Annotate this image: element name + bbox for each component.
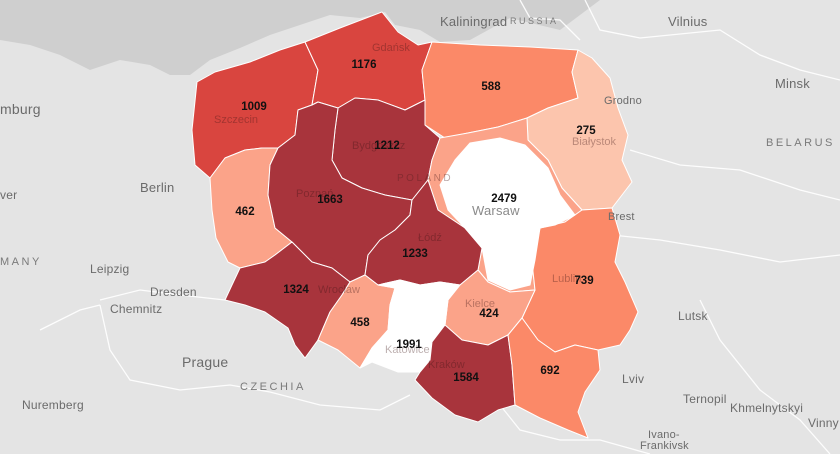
city-label-wroclaw: Wrocław (318, 284, 360, 296)
place-label-leipzig: Leipzig (90, 262, 130, 276)
value-label-podlaskie: 275 (576, 125, 596, 137)
city-label-szczecin: Szczecin (214, 114, 259, 126)
place-label-berlin: Berlin (140, 180, 175, 195)
place-label-grodno: Grodno (604, 95, 642, 107)
value-label-lubelskie: 739 (574, 275, 594, 287)
value-label-zachodniopomorskie: 1009 (241, 101, 267, 113)
city-label-lublin: Lublin (552, 273, 582, 285)
place-label-nuremberg: Nuremberg (22, 398, 84, 412)
city-label-katowice: Katowice (385, 344, 430, 356)
place-label-hanover: ver (0, 188, 18, 202)
value-label-mazowieckie: 2479 (491, 193, 517, 205)
place-label-hamburg: mburg (0, 101, 41, 117)
place-label-ivano: Ivano- (648, 429, 680, 441)
value-label-slaskie: 1991 (396, 339, 422, 351)
city-label-kielce: Kielce (465, 298, 495, 310)
place-label-ternopil: Ternopil (683, 392, 727, 406)
place-label-frankivsk: Frankivsk (640, 440, 689, 452)
value-label-pomorskie: 1176 (351, 59, 377, 71)
city-label-krakow: Kraków (428, 359, 465, 371)
place-label-khmelnytskyi: Khmelnytskyi (730, 401, 804, 415)
country-label-germany: MANY (0, 256, 42, 268)
place-label-lviv: Lviv (622, 372, 645, 386)
region-warsaw-city[interactable] (439, 137, 576, 291)
place-label-brest: Brest (608, 211, 635, 223)
value-label-lubuskie: 462 (235, 206, 255, 218)
country-label-czechia: CZECHIA (240, 381, 306, 393)
region-podkarpackie[interactable] (507, 317, 601, 439)
country-label-russia: RUSSIA (510, 16, 559, 26)
place-label-dresden: Dresden (150, 285, 197, 299)
value-label-warminsko-mazurskie: 588 (481, 81, 501, 93)
place-label-kaliningrad: Kaliningrad (440, 14, 508, 29)
place-label-minsk: Minsk (775, 76, 810, 91)
value-label-dolnoslaskie: 1324 (283, 284, 309, 296)
value-label-wielkopolskie: 1663 (317, 194, 343, 206)
place-label-vinny: Vinny (808, 416, 839, 430)
value-label-lodzkie: 1233 (402, 248, 428, 260)
value-label-opolskie: 458 (350, 317, 370, 329)
value-label-podkarpackie: 692 (540, 365, 560, 377)
place-label-prague: Prague (182, 354, 229, 370)
region-malopolskie[interactable] (414, 324, 516, 423)
city-label-lodz: Łódź (418, 232, 442, 244)
country-label-belarus: BELARUS (766, 137, 835, 149)
city-label-poznan: Poznań (296, 188, 334, 200)
place-label-chemnitz: Chemnitz (110, 302, 163, 316)
place-label-vilnius: Vilnius (668, 14, 708, 29)
value-label-swietokrzyskie: 424 (479, 308, 499, 320)
city-label-bydgoszcz: Bydgoszcz (352, 140, 406, 152)
neighbour-borders (39, 0, 840, 454)
value-label-malopolskie: 1584 (453, 372, 479, 384)
country-label-poland: POLAND (397, 173, 454, 184)
city-label-gdansk: Gdańsk (372, 42, 410, 54)
baltic-sea (0, 0, 840, 75)
place-label-lutsk: Lutsk (678, 309, 708, 323)
place-label-warsaw: Warsaw (472, 203, 520, 218)
value-label-kujawsko-pomorskie: 1212 (374, 140, 400, 152)
city-label-bialystok: Białystok (572, 136, 617, 148)
